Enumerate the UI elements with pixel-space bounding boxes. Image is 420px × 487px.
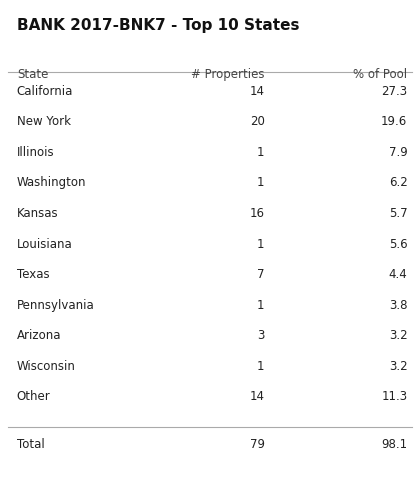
Text: 14: 14 <box>249 85 265 98</box>
Text: 11.3: 11.3 <box>381 390 407 403</box>
Text: 4.4: 4.4 <box>388 268 407 281</box>
Text: % of Pool: % of Pool <box>353 68 407 81</box>
Text: 27.3: 27.3 <box>381 85 407 98</box>
Text: 1: 1 <box>257 176 265 189</box>
Text: 3.2: 3.2 <box>389 360 407 373</box>
Text: 5.6: 5.6 <box>389 238 407 250</box>
Text: 1: 1 <box>257 238 265 250</box>
Text: 20: 20 <box>250 115 265 128</box>
Text: 79: 79 <box>249 438 265 451</box>
Text: 3.8: 3.8 <box>389 299 407 312</box>
Text: Other: Other <box>17 390 50 403</box>
Text: 14: 14 <box>249 390 265 403</box>
Text: New York: New York <box>17 115 71 128</box>
Text: 1: 1 <box>257 299 265 312</box>
Text: 6.2: 6.2 <box>388 176 407 189</box>
Text: 7: 7 <box>257 268 265 281</box>
Text: Illinois: Illinois <box>17 146 55 159</box>
Text: 19.6: 19.6 <box>381 115 407 128</box>
Text: 3.2: 3.2 <box>389 329 407 342</box>
Text: California: California <box>17 85 73 98</box>
Text: Arizona: Arizona <box>17 329 61 342</box>
Text: 7.9: 7.9 <box>388 146 407 159</box>
Text: # Properties: # Properties <box>191 68 265 81</box>
Text: 16: 16 <box>249 207 265 220</box>
Text: 3: 3 <box>257 329 265 342</box>
Text: Wisconsin: Wisconsin <box>17 360 76 373</box>
Text: Kansas: Kansas <box>17 207 58 220</box>
Text: Total: Total <box>17 438 45 451</box>
Text: 5.7: 5.7 <box>389 207 407 220</box>
Text: BANK 2017-BNK7 - Top 10 States: BANK 2017-BNK7 - Top 10 States <box>17 18 299 33</box>
Text: Pennsylvania: Pennsylvania <box>17 299 94 312</box>
Text: Texas: Texas <box>17 268 50 281</box>
Text: 1: 1 <box>257 360 265 373</box>
Text: Washington: Washington <box>17 176 86 189</box>
Text: Louisiana: Louisiana <box>17 238 73 250</box>
Text: State: State <box>17 68 48 81</box>
Text: 98.1: 98.1 <box>381 438 407 451</box>
Text: 1: 1 <box>257 146 265 159</box>
